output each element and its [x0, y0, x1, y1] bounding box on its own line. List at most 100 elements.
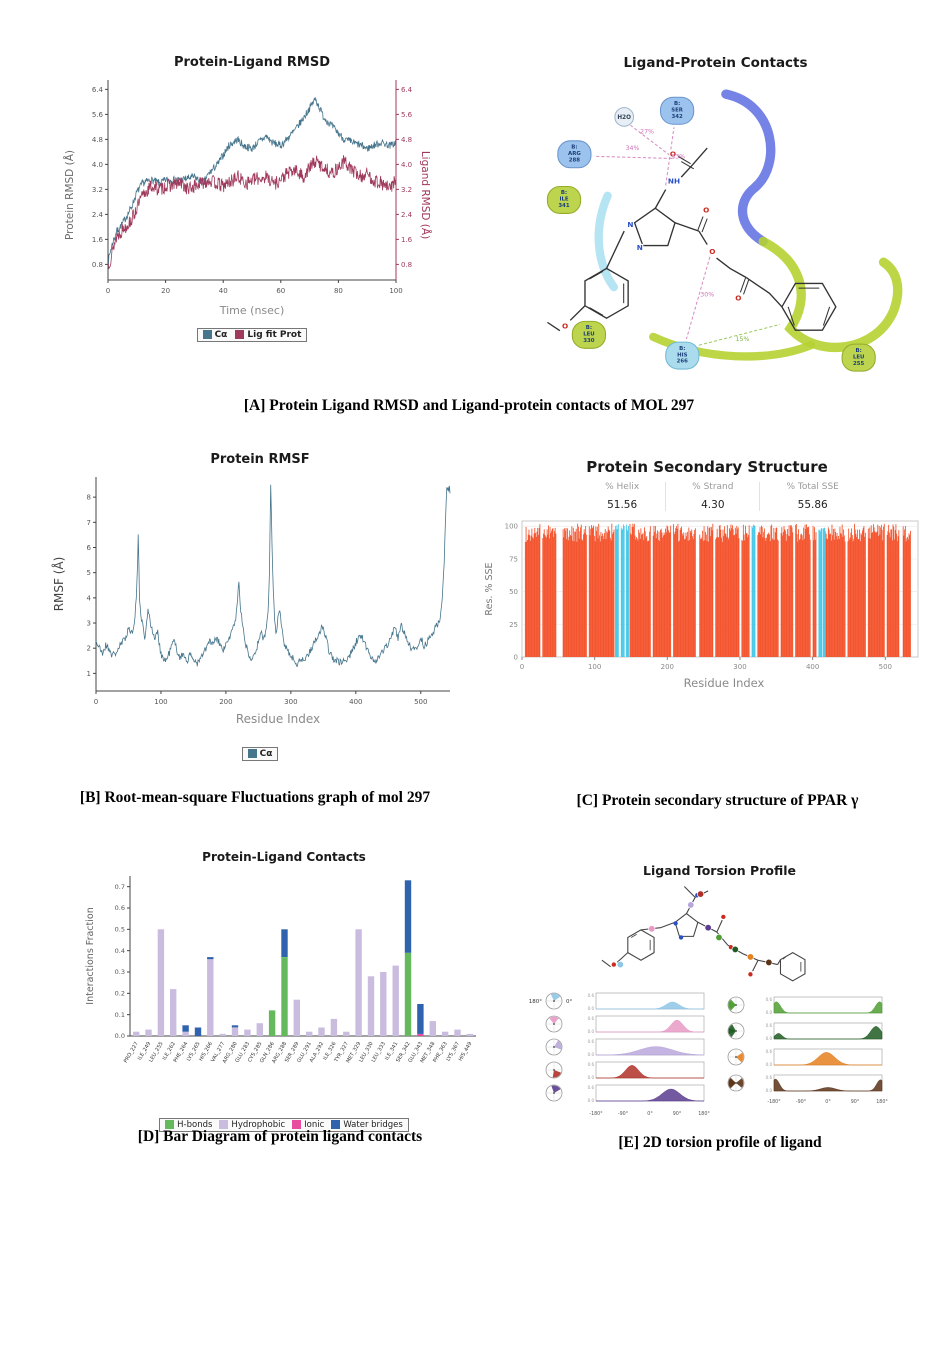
y-tick-label: 0.1 — [115, 1011, 125, 1019]
hist-ymax-label: 0.6 — [588, 993, 595, 998]
y-tick-label: 0.3 — [115, 968, 125, 976]
percent-label: 34% — [626, 145, 640, 152]
y-tick-label: 1.6 — [92, 236, 104, 244]
stat-label: % Helix — [605, 482, 640, 492]
hist-ymax-label: 0.6 — [588, 1039, 595, 1044]
x-tick-label: 100 — [588, 663, 601, 671]
torsion-dial — [727, 1022, 745, 1040]
bar-segment — [367, 976, 375, 1036]
bar-segment — [170, 989, 177, 1036]
hist-ymin-label: 0.0 — [588, 1029, 595, 1034]
x-tick-label: 300 — [733, 663, 746, 671]
hist-ymin-label: 0.0 — [588, 1098, 595, 1103]
torsion-histogram: 0.6 0.0 — [766, 1022, 883, 1041]
torsion-bond-marker — [765, 958, 773, 966]
x-tick-label: 100 — [389, 287, 402, 295]
torsion-bond-marker — [687, 901, 695, 909]
bar-segment — [231, 1027, 239, 1036]
bars-plot: Interactions Fraction 0.0 0.1 0.2 0.3 0.4 0.5… — [85, 876, 476, 1065]
atom-label: N — [637, 243, 643, 252]
legend-swatch — [165, 1120, 175, 1129]
torsion-axis-tick: 90° — [673, 1111, 682, 1117]
badge-text: ARG — [568, 151, 581, 157]
bar-segment — [392, 965, 399, 1036]
torsion-axis-tick: 0° — [825, 1099, 830, 1105]
torsion-histogram: 0.6 0.0 — [588, 992, 705, 1011]
y2-tick-label: 2.4 — [401, 211, 413, 219]
x-tick-label: 0 — [520, 663, 524, 671]
x-tick-label: 200 — [661, 663, 674, 671]
torsion-ligand-sketch — [601, 886, 806, 982]
y-tick-label: 25 — [509, 621, 518, 629]
bar-segment — [207, 957, 214, 960]
bar-segment — [145, 1029, 152, 1036]
badge-text: B: — [679, 346, 685, 352]
caption-b: [B] Root-mean-square Fluctuations graph … — [79, 789, 431, 806]
bars-panel: Protein-Ligand Contacts Interactions Fra… — [82, 850, 486, 1133]
percent-label: 33% — [671, 153, 685, 160]
hist-ymin-label: 0.0 — [588, 1006, 595, 1011]
torsion-axis-tick: -180° — [589, 1111, 602, 1117]
bar-segment — [231, 1025, 239, 1028]
torsion-histogram: 0.6 0.0 — [766, 1074, 883, 1093]
sse-title: Protein Secondary Structure — [586, 458, 828, 476]
hist-ymax-label: 0.6 — [588, 1085, 595, 1090]
torsion-axis-tick: -180° — [767, 1099, 780, 1105]
legend-swatch — [292, 1120, 302, 1129]
y-tick-label: 75 — [509, 555, 518, 563]
hist-ymax-label: 0.6 — [588, 1062, 595, 1067]
hist-ymax-label: 0.6 — [766, 1049, 773, 1054]
y-tick-label: 3 — [87, 620, 91, 628]
bar-segment — [404, 952, 412, 1036]
caption-a: [A] Protein Ligand RMSD and Ligand-prote… — [243, 397, 695, 414]
y-tick-label: 2.4 — [92, 211, 104, 219]
torsion-bond-marker — [696, 890, 705, 898]
x-tick-label: 300 — [284, 698, 297, 706]
badge-text: B: — [571, 145, 577, 151]
y-tick-label: 4.0 — [92, 161, 103, 169]
sse-stats: % Helix 51.56 % Strand 4.30 % Total SSE … — [512, 482, 932, 511]
y-tick-label: 0.2 — [115, 990, 125, 998]
y-tick-label: 0.8 — [92, 261, 103, 269]
axes: 0.8 0.8 1.6 1.6 2.4 2.4 3.2 3.2 4.0 4.0 4.8 4.8 5.6 5… — [92, 80, 413, 295]
contacts-panel: Ligand-Protein Contacts — [508, 55, 923, 389]
badge-text: 330 — [583, 338, 594, 344]
ligand-structure — [547, 147, 837, 332]
rmsf-title: Protein RMSF — [210, 452, 310, 467]
torsion-dial — [545, 1038, 563, 1056]
y2-tick-label: 6.4 — [401, 86, 413, 94]
legend-label: Water bridges — [343, 1119, 403, 1130]
bar-segment — [182, 1025, 189, 1032]
sse-plot: Res. % SSE Residue Index 0 25 50 75 100 0 100 2… — [484, 520, 919, 690]
torsion-dial — [545, 1061, 563, 1079]
y-tick-label: 0.4 — [115, 947, 125, 955]
y-tick-label: 6 — [87, 544, 92, 552]
bar-segment — [441, 1031, 449, 1036]
x-tick-label: 20 — [161, 287, 170, 295]
series — [107, 97, 397, 270]
series-line — [107, 155, 396, 270]
sse-stat-total: % Total SSE 55.86 — [759, 482, 864, 511]
legend-label: Lig fit Prot — [247, 329, 302, 340]
sse-panel: Protein Secondary Structure % Helix 51.5… — [482, 458, 932, 695]
x-tick-label: 400 — [349, 698, 362, 706]
legend-swatch — [235, 330, 245, 339]
rmsd-ylabel-left: Protein RMSD (Å) — [63, 150, 76, 240]
x-tick-label: 60 — [276, 287, 285, 295]
legend-label: Cα — [259, 748, 273, 759]
torsion-bond-marker — [746, 953, 755, 961]
contacts-title: Ligand-Protein Contacts — [623, 55, 808, 71]
rmsf-plot: RMSF (Å) Residue Index 1 2 3 4 5 6 7 8 0 100 200 30… — [51, 477, 451, 726]
rmsf-xlabel: Residue Index — [236, 712, 320, 726]
stat-label: % Strand — [692, 482, 734, 492]
x-tick-label: 400 — [806, 663, 819, 671]
badge-text: LEU — [583, 332, 594, 338]
series — [95, 484, 451, 667]
bar-segment — [219, 1033, 226, 1036]
badge-text: 341 — [558, 203, 569, 209]
y2-tick-label: 1.6 — [401, 236, 413, 244]
y-tick-label: 8 — [87, 494, 91, 502]
torsion-dial — [727, 1074, 745, 1092]
bar-segment — [244, 1029, 251, 1036]
